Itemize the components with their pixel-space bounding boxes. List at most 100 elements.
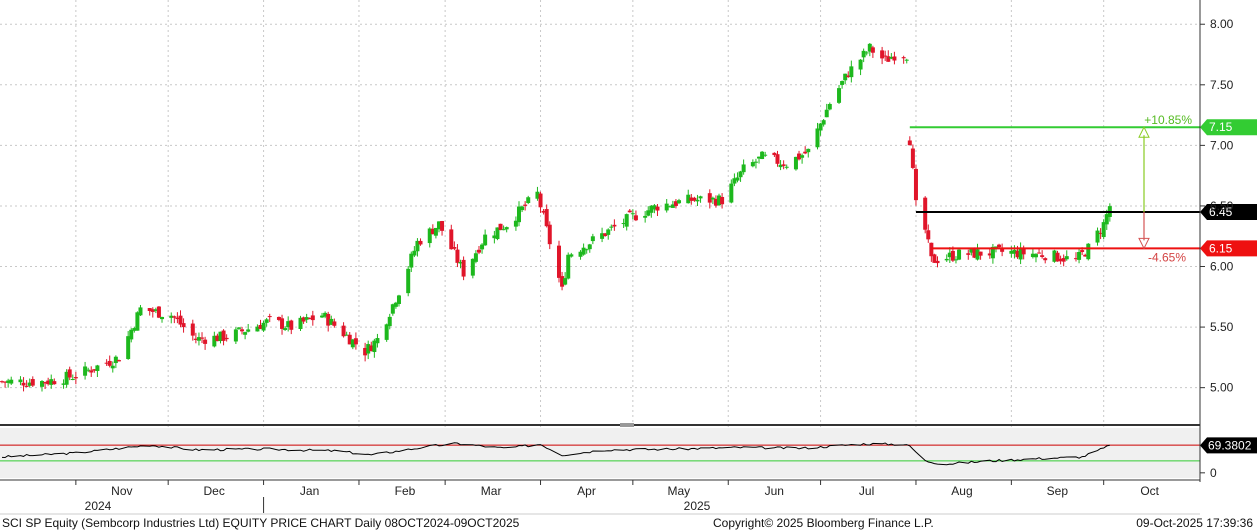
candle [633,210,638,222]
candle [473,250,478,264]
candle [815,122,820,150]
candle [957,247,962,261]
candle [560,271,565,291]
x-month-label: May [668,484,691,498]
candle [824,103,829,118]
candle-body [258,325,263,329]
candle [861,48,866,63]
candle-body [686,194,691,204]
candle-body [452,247,457,249]
candle [880,46,885,65]
candle [393,301,398,309]
current-level-tag [1200,204,1257,220]
candle [670,200,675,208]
candle [1040,250,1045,259]
candle-body [470,258,475,276]
candle-body [95,365,100,372]
candle-body [147,308,152,311]
candle [218,331,223,344]
candle [384,323,389,342]
candle [1018,242,1023,265]
candle [520,205,525,213]
candle-body [849,66,854,78]
candle [116,359,121,362]
candle [800,153,805,164]
candle [283,326,288,331]
candle-body [1104,214,1109,225]
candle-body [396,295,401,304]
candle [107,355,112,368]
candle-body [840,81,845,85]
y-tick-label: 8.00 [1210,17,1234,31]
candle-body [236,327,241,329]
candle [621,218,626,229]
candle [289,319,294,335]
candle [95,364,100,378]
candle-body [196,337,201,341]
candle [864,51,869,56]
candle-body [1037,252,1042,254]
candle-body [135,312,140,331]
candle [932,253,937,263]
candle-body [827,103,832,110]
candle [18,376,23,386]
candle-body [406,268,411,294]
candle [329,315,334,326]
candle [221,329,226,346]
candle-body [1033,254,1038,258]
candle [215,333,220,342]
candle-body [1000,248,1005,252]
candle [578,250,583,260]
candle-body [923,197,928,230]
x-month-label: Jun [765,484,784,498]
candle-body [304,317,309,320]
candle [461,256,466,281]
y-axis: 8.00 7.50 7.00 6.50 6.00 5.50 5.00 [1200,17,1234,395]
x-month-label: Jul [859,484,874,498]
candle [240,326,245,335]
panel-divider-handle[interactable] [620,423,634,427]
candle [606,228,611,240]
candle-body [504,227,509,230]
candle-body [280,318,285,329]
candle-body [1080,250,1085,252]
candle-body [935,260,940,264]
candle [652,204,657,214]
candle [1033,253,1038,263]
candle [781,160,786,170]
candle [129,328,134,343]
candle-body [643,215,648,218]
candle [326,311,331,332]
candle-body [781,164,786,166]
candle [978,251,983,260]
candle [627,208,632,213]
candle [987,248,992,259]
candle-body [901,57,906,59]
candle-body [870,47,875,53]
grid-lines [0,0,1200,480]
candle-body [240,329,245,332]
candle-body [753,161,758,163]
candle-body [624,214,629,227]
candle-body [1101,222,1106,238]
candle-body [609,226,614,228]
candle-body [190,323,195,336]
candle-body [433,227,438,236]
candle-body [363,347,368,356]
rsi-line [1,442,1110,466]
x-month-label: Dec [204,484,225,498]
candle-body [763,154,768,156]
candle-body [600,233,605,239]
candle-body [560,276,565,287]
candle [153,307,158,314]
candle [538,191,543,213]
candle-body [806,148,811,153]
candle [563,272,568,286]
y-tick-label: 6.50 [1210,199,1234,213]
candle-body [520,206,525,211]
rsi-current-tag [1200,437,1257,454]
candle-body [307,317,312,319]
candle-body [323,312,328,317]
